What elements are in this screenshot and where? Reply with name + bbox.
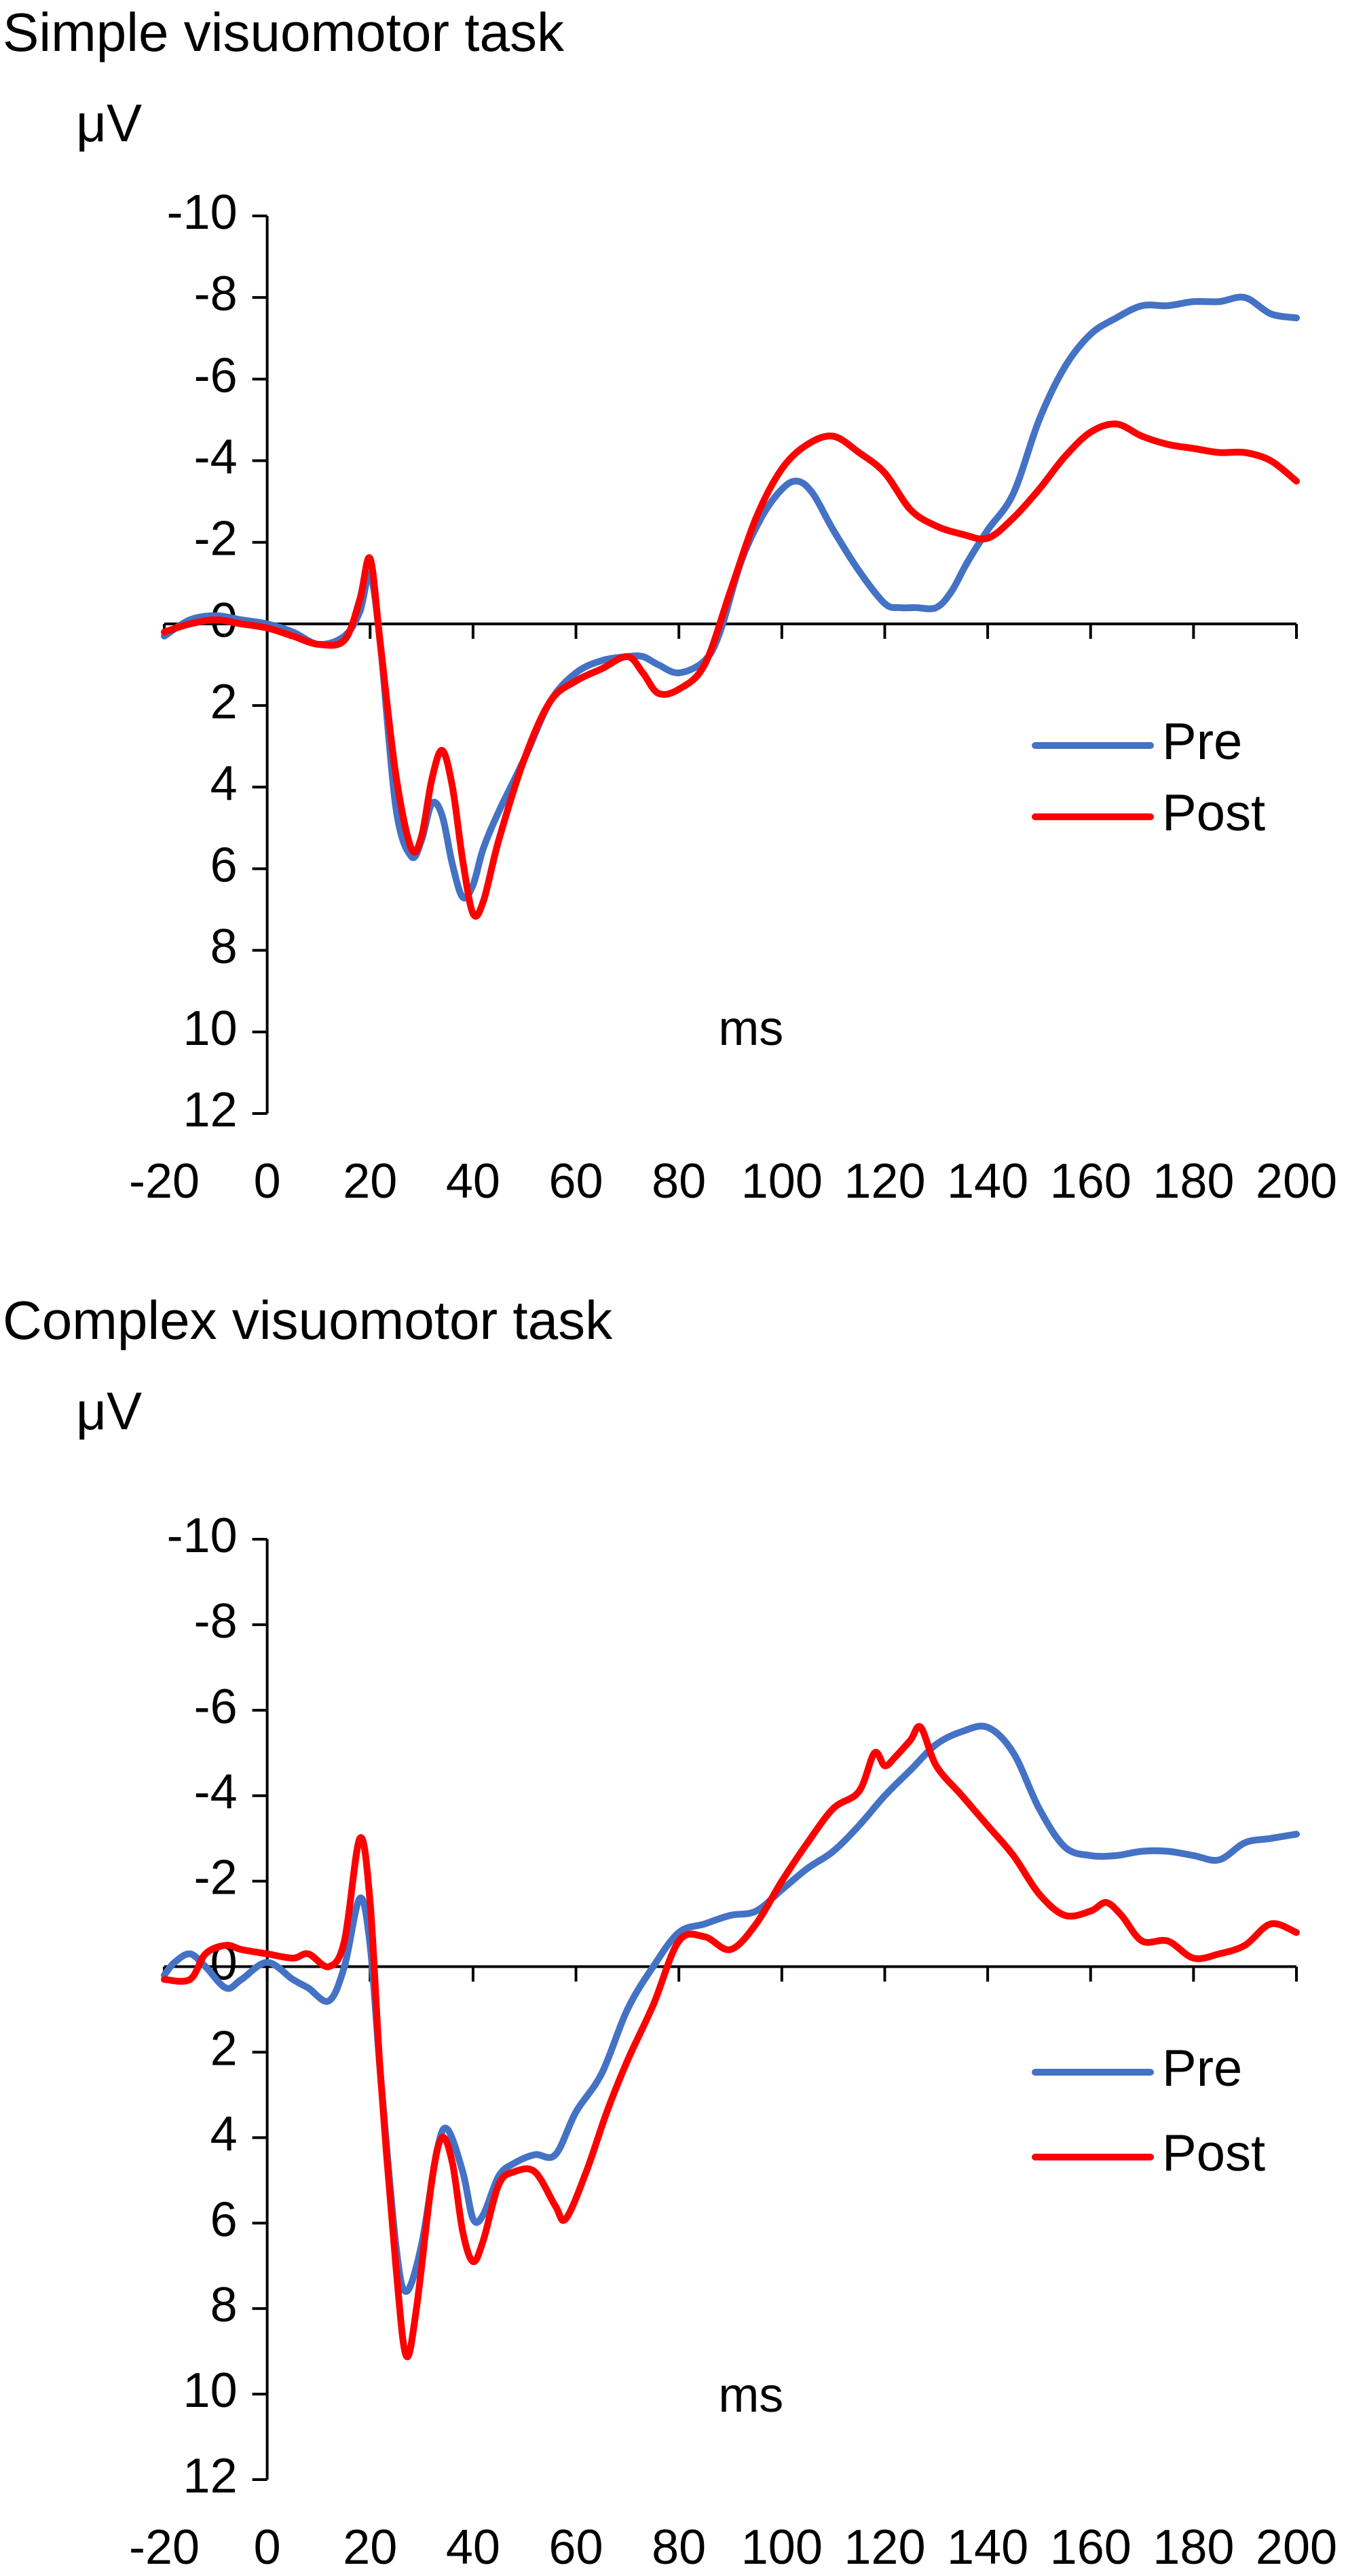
x-tick-label: 40 — [446, 2520, 500, 2575]
y-tick-label: 2 — [210, 2021, 238, 2076]
x-tick-label: 20 — [343, 2520, 397, 2575]
x-tick-label: 200 — [1256, 2520, 1337, 2575]
legend-label-pre: Pre — [1162, 2040, 1242, 2097]
x-tick-label: 180 — [1153, 1154, 1234, 1209]
y-tick-label: -6 — [194, 1680, 238, 1734]
x-tick-label: 120 — [844, 2520, 925, 2575]
x-tick-label: 200 — [1256, 1154, 1337, 1209]
y-tick-label: 6 — [210, 838, 238, 892]
x-tick-label: 160 — [1050, 1154, 1132, 1209]
y-tick-label: 4 — [210, 2107, 238, 2161]
chart-title: Simple visuomotor task — [3, 2, 564, 62]
chart-panel-simple: Simple visuomotor task μV -10 -8 -6 -4 -2 0 2 4… — [3, 2, 1337, 1209]
y-tick-label: 10 — [183, 2363, 238, 2418]
x-tick-label: 180 — [1153, 2520, 1234, 2575]
chart-title: Complex visuomotor task — [3, 1290, 613, 1350]
x-tick-label: -20 — [129, 1154, 200, 1209]
y-tick-label: 10 — [183, 1001, 238, 1056]
legend-label-post: Post — [1162, 784, 1265, 842]
x-tick-label: 80 — [652, 2520, 706, 2575]
y-axis-unit-label: μV — [76, 1381, 142, 1441]
y-tick-label: -6 — [194, 348, 238, 403]
y-tick-label: -4 — [194, 1765, 238, 1820]
x-tick-label: 60 — [548, 2520, 603, 2575]
x-axis-label: ms — [718, 1001, 783, 1056]
y-tick-label: -2 — [194, 512, 238, 566]
y-tick-label: -4 — [194, 430, 238, 485]
x-tick-label: 80 — [652, 1154, 706, 1209]
x-tick-label: 120 — [844, 1154, 925, 1209]
x-tick-label: 140 — [947, 1154, 1028, 1209]
x-tick-label: 100 — [741, 1154, 823, 1209]
series-line-pre — [161, 1723, 1300, 2295]
y-tick-label: -2 — [194, 1851, 238, 1905]
y-tick-label: 4 — [210, 756, 238, 811]
legend-label-post: Post — [1162, 2124, 1265, 2182]
y-tick-label: -10 — [167, 1509, 238, 1563]
legend-label-pre: Pre — [1162, 713, 1242, 771]
y-tick-label: 6 — [210, 2192, 238, 2247]
y-axis-unit-label: μV — [76, 93, 142, 153]
x-axis-label: ms — [718, 2368, 783, 2423]
y-tick-label: -10 — [167, 185, 238, 240]
y-tick-label: -8 — [194, 1594, 238, 1649]
x-tick-label: 0 — [254, 2520, 281, 2575]
x-tick-label: 40 — [446, 1154, 500, 1209]
series-line-post — [161, 420, 1300, 920]
y-tick-label: 12 — [183, 2449, 238, 2503]
x-tick-label: 140 — [947, 2520, 1028, 2575]
y-tick-label: 8 — [210, 920, 238, 974]
x-tick-label: 0 — [254, 1154, 281, 1209]
x-tick-label: 20 — [343, 1154, 397, 1209]
y-tick-label: 8 — [210, 2278, 238, 2332]
y-tick-label: -8 — [194, 267, 238, 321]
x-tick-label: 100 — [741, 2520, 823, 2575]
y-tick-label: 2 — [210, 675, 238, 729]
series-line-post — [161, 1723, 1300, 2361]
y-tick-label: 12 — [183, 1083, 238, 1137]
x-tick-label: -20 — [129, 2520, 200, 2575]
x-tick-label: 160 — [1050, 2520, 1132, 2575]
x-tick-label: 60 — [548, 1154, 603, 1209]
chart-panel-complex: Complex visuomotor task μV -10 -8 -6 -4 -2 0 2… — [0, 1288, 1346, 2576]
